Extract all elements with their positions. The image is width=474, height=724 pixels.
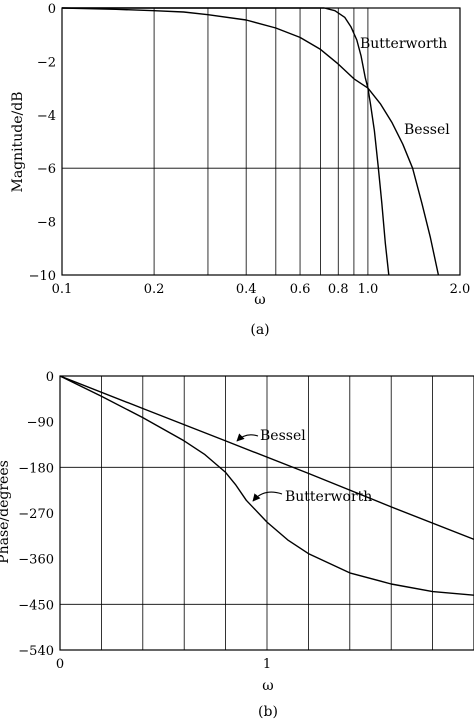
magnitude-curves — [61, 7, 440, 276]
phase-caption: (b) — [258, 704, 278, 720]
magnitude-y-axis-label: Magnitude/dB — [10, 92, 26, 193]
phase-y-tick-label: −450 — [18, 598, 54, 613]
phase-y-tick-label: −270 — [18, 507, 54, 522]
butterworth-annotation-a: Butterworth — [360, 36, 447, 52]
bessel-annotation-b: Bessel — [260, 428, 306, 444]
magnitude-y-tick-label: −2 — [37, 55, 56, 70]
phase-x-axis-label: ω — [262, 678, 273, 694]
magnitude-x-tick-label: 0.8 — [328, 282, 349, 297]
magnitude-x-tick-label: 2.0 — [450, 282, 471, 297]
magnitude-chart: 0.1 0.2 0.4 0.6 0.8 1.0 2.0 0 −2 −4 −6 −8 −10 ω Mag… — [10, 2, 470, 338]
magnitude-grid — [62, 8, 460, 275]
magnitude-y-tick-label: −10 — [29, 269, 56, 284]
phase-y-tick-label: 0 — [46, 370, 54, 385]
butterworth-annotation-b: Butterworth — [285, 489, 372, 505]
phase-y-tick-label: −360 — [18, 553, 54, 568]
magnitude-plot-frame — [61, 7, 461, 276]
magnitude-x-ticks: 0.1 0.2 0.4 0.6 0.8 1.0 2.0 — [52, 282, 471, 297]
phase-series-bessel — [59, 375, 474, 541]
magnitude-x-tick-label: 0.6 — [290, 282, 311, 297]
magnitude-x-tick-label: 0.4 — [236, 282, 257, 297]
magnitude-x-axis-label: ω — [254, 292, 265, 308]
phase-plot-frame — [59, 375, 474, 651]
magnitude-series-bessel — [61, 7, 440, 276]
butterworth-arrow — [252, 491, 283, 502]
phase-y-tick-label: −180 — [18, 461, 54, 476]
magnitude-y-tick-label: −6 — [37, 162, 56, 177]
magnitude-x-tick-label: 1.0 — [358, 282, 379, 297]
magnitude-y-tick-label: 0 — [48, 2, 56, 17]
phase-series-butterworth — [59, 375, 474, 596]
magnitude-x-tick-label: 0.1 — [52, 282, 73, 297]
magnitude-x-tick-label: 0.2 — [144, 282, 165, 297]
phase-y-ticks: 0 −90 −180 −270 −360 −450 −540 — [18, 370, 54, 659]
phase-x-tick-label: 0 — [56, 657, 64, 672]
bessel-annotation-a: Bessel — [404, 122, 450, 138]
magnitude-series-butterworth — [62, 7, 390, 276]
phase-curves — [59, 375, 474, 596]
magnitude-y-ticks: 0 −2 −4 −6 −8 −10 — [29, 2, 56, 284]
bessel-arrow — [236, 433, 259, 442]
phase-y-tick-label: −90 — [27, 416, 54, 431]
phase-y-tick-label: −540 — [18, 644, 54, 659]
phase-y-axis-label: Phase/degrees — [0, 460, 12, 564]
phase-x-tick-label: 1 — [263, 657, 271, 672]
magnitude-y-tick-label: −8 — [37, 216, 56, 231]
phase-grid — [60, 376, 474, 650]
magnitude-caption: (a) — [250, 322, 269, 338]
magnitude-y-tick-label: −4 — [37, 109, 56, 124]
